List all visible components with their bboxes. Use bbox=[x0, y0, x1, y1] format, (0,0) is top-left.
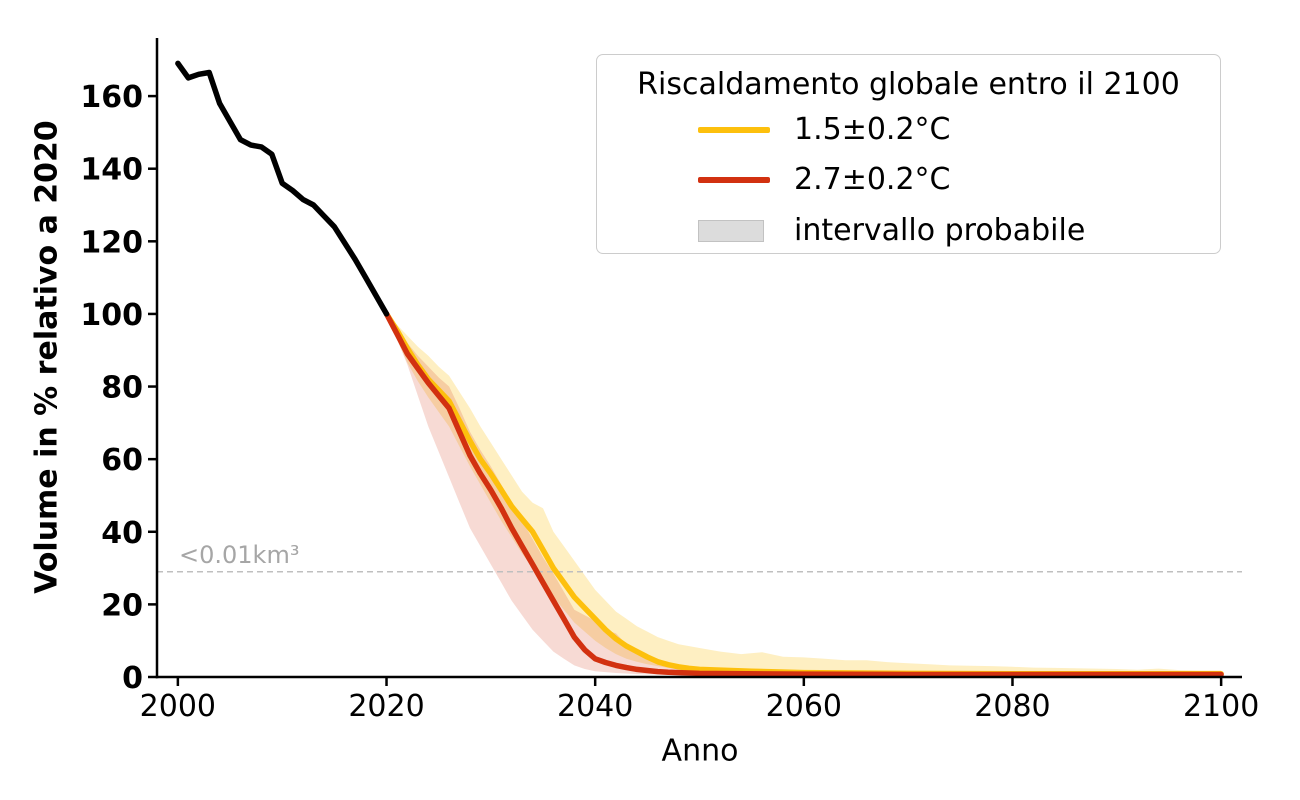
y-tick-label-120: 120 bbox=[80, 225, 143, 260]
legend: Riscaldamento globale entro il 2100 1.5±… bbox=[596, 54, 1221, 254]
legend-line-swatch-1-5c bbox=[698, 127, 770, 133]
y-tick-label-160: 160 bbox=[80, 80, 143, 115]
series-2-7c bbox=[383, 311, 1224, 678]
x-tick-label-2080: 2080 bbox=[974, 689, 1050, 724]
legend-label-1-5c: 1.5±0.2°C bbox=[794, 112, 951, 147]
legend-line-swatch-2-7c bbox=[698, 177, 770, 183]
y-tick-label-140: 140 bbox=[80, 153, 143, 188]
legend-item-1-5c: 1.5±0.2°C bbox=[597, 112, 1220, 148]
x-tick-label-2040: 2040 bbox=[557, 689, 633, 724]
x-tick-label-2020: 2020 bbox=[348, 689, 424, 724]
x-axis-label: Anno bbox=[661, 733, 739, 769]
y-tick-label-40: 40 bbox=[101, 516, 143, 551]
y-tick-label-100: 100 bbox=[80, 298, 143, 333]
legend-label-2-7c: 2.7±0.2°C bbox=[794, 162, 951, 197]
legend-label-likely-range: intervallo probabile bbox=[794, 213, 1086, 248]
y-tick-label-60: 60 bbox=[101, 443, 143, 478]
legend-item-likely-range: intervallo probabile bbox=[597, 213, 1220, 249]
legend-swatch-container bbox=[698, 220, 770, 242]
x-tick-label-2060: 2060 bbox=[766, 689, 842, 724]
y-tick-label-20: 20 bbox=[101, 588, 143, 623]
legend-item-2-7c: 2.7±0.2°C bbox=[597, 162, 1220, 198]
legend-swatch-container bbox=[698, 127, 770, 133]
x-tick-label-2100: 2100 bbox=[1183, 689, 1259, 724]
legend-swatch-container bbox=[698, 177, 770, 183]
legend-title: Riscaldamento globale entro il 2100 bbox=[637, 67, 1180, 102]
x-tick-label-2000: 2000 bbox=[140, 689, 216, 724]
y-tick-label-80: 80 bbox=[101, 371, 143, 406]
y-tick-label-0: 0 bbox=[122, 661, 143, 696]
series-1-5c bbox=[383, 311, 1224, 677]
uncertainty-band-1-5c bbox=[386, 313, 1222, 675]
threshold-annotation: <0.01km³ bbox=[179, 541, 300, 569]
legend-patch-swatch-likely-range bbox=[698, 220, 764, 242]
y-axis-label: Volume in % relativo a 2020 bbox=[29, 120, 65, 594]
series-historical bbox=[175, 60, 390, 317]
